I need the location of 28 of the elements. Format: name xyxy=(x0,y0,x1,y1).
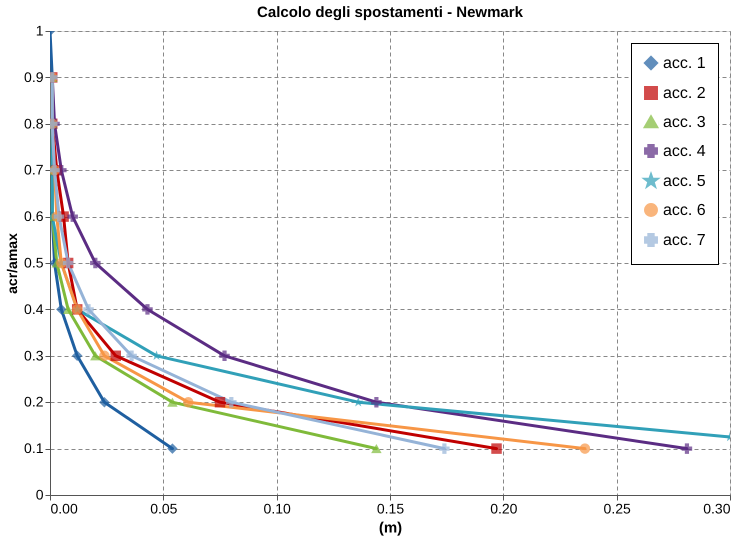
y-tick-label: 0.2 xyxy=(24,394,44,410)
legend-label: acc. 2 xyxy=(663,85,706,102)
legend-label: acc. 3 xyxy=(663,114,706,131)
x-tick-label: 0.10 xyxy=(264,500,292,516)
legend-label: acc. 6 xyxy=(663,202,706,219)
y-tick-label: 0.6 xyxy=(24,208,44,224)
y-tick-label: 1 xyxy=(36,22,44,38)
x-tick-label: 0.30 xyxy=(703,500,731,516)
x-tick-label: 0.05 xyxy=(150,500,178,516)
x-tick-label: 0.15 xyxy=(376,500,404,516)
y-tick-label: 0.8 xyxy=(24,115,44,132)
y-tick-label: 0.7 xyxy=(24,162,44,178)
y-tick-label: 0.9 xyxy=(24,68,44,85)
legend-label: acc. 5 xyxy=(663,173,706,190)
y-axis-title: acr/amax xyxy=(4,232,20,294)
legend-label: acc. 7 xyxy=(663,232,706,249)
y-tick-label: 0.3 xyxy=(24,347,44,364)
y-tick-label: 0.5 xyxy=(24,254,44,270)
y-tick-label: 0.4 xyxy=(24,300,44,317)
x-axis-title: (m) xyxy=(378,520,402,536)
y-tick-label: 0.1 xyxy=(24,440,44,456)
legend-label: acc. 4 xyxy=(663,143,706,160)
chart-title: Calcolo degli spostamenti - Newmark xyxy=(257,4,524,21)
legend-label: acc. 1 xyxy=(663,55,706,72)
y-tick-label: 0 xyxy=(36,486,44,502)
x-tick-label: 0.00 xyxy=(50,500,78,516)
x-tick-label: 0.20 xyxy=(490,500,518,516)
x-tick-label: 0.25 xyxy=(604,500,632,516)
